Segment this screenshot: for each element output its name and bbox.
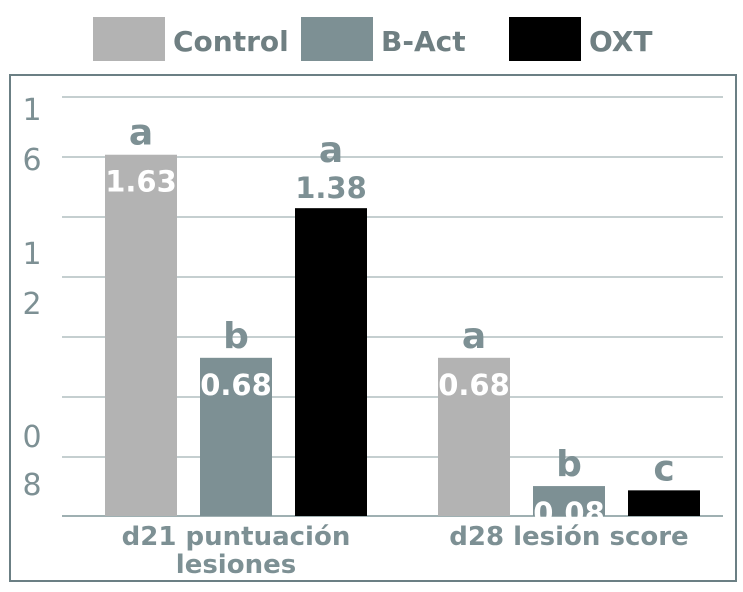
significance-letter: a [319,130,343,171]
data-label: 0.68 [200,368,272,402]
data-label: 0.68 [438,368,510,402]
bar-oxt [628,490,700,516]
significance-letter: b [223,316,249,357]
y-tick-label: 1 [22,237,41,272]
y-tick-label: 6 [22,143,41,178]
significance-letter: b [556,444,582,485]
legend-swatch-oxt [509,17,581,61]
x-category-label: lesiones [176,550,296,580]
legend-label-b-act: B-Act [381,25,466,58]
data-label: 1.38 [295,171,367,205]
y-tick-label: 0 [22,420,41,455]
legend-label-oxt: OXT [589,25,653,58]
bar-b-act [533,486,605,516]
y-tick-label: 1 [22,93,41,128]
bar-control [105,154,177,516]
x-category-label: d21 puntuación [122,522,351,552]
data-label: 1.63 [105,165,177,199]
significance-letter: a [462,316,486,357]
y-tick-label: 8 [22,468,41,503]
y-tick-label: 2 [22,287,41,322]
data-label: 0.08 [533,496,605,530]
legend: Control B-Act OXT [93,17,653,61]
legend-label-control: Control [173,25,289,58]
legend-swatch-b-act [301,17,373,61]
x-category-label: d28 lesión score [449,522,688,552]
bar-oxt [295,208,367,516]
bar-b-act [200,357,272,516]
significance-letter: a [129,113,153,154]
bar-control [438,357,510,516]
significance-letter: c [653,448,674,489]
legend-swatch-control [93,17,165,61]
plot-frame [9,74,737,582]
